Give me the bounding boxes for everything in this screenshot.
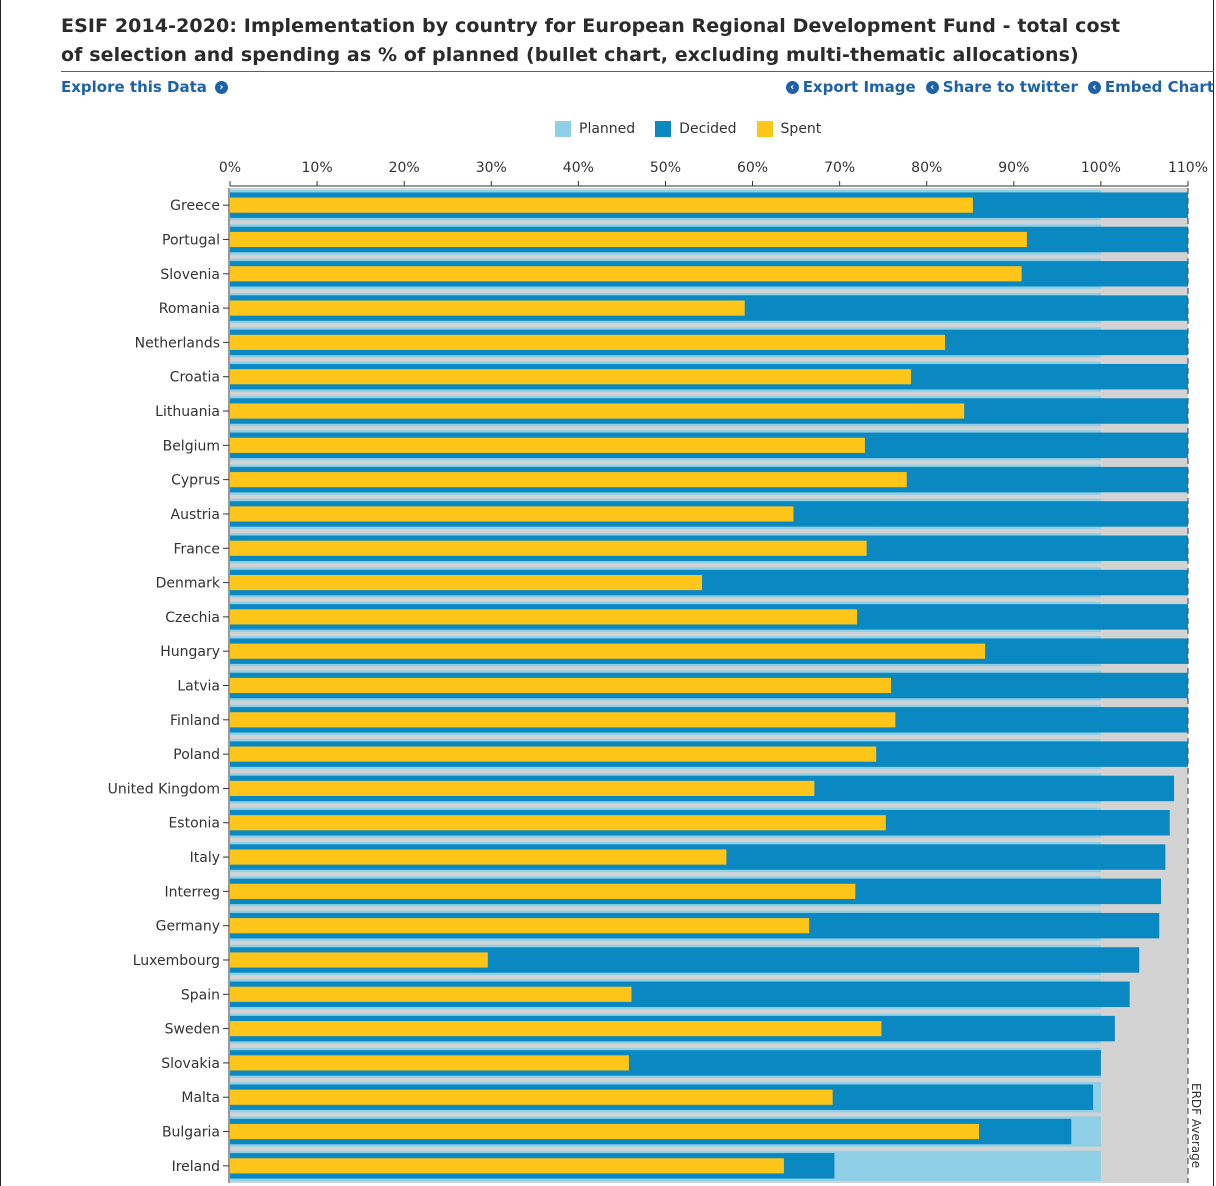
x-tick-label: 10% [302,160,333,176]
share-twitter-label: Share to twitter [942,78,1078,96]
chevron-right-circle-icon: › [214,80,228,94]
x-tick-label: 0% [219,160,241,176]
category-label: Slovenia [160,267,220,283]
bar-spent [230,334,946,350]
x-tick-label: 100% [1081,160,1121,176]
category-label: Bulgaria [162,1125,220,1141]
category-label: Greece [170,198,220,214]
bar-spent [230,780,815,797]
bar-spent [230,1089,833,1105]
bar-spent [230,986,632,1002]
x-tick-label: 30% [476,160,507,176]
legend-label-spent: Spent [780,121,822,137]
category-label: France [173,541,220,557]
bar-spent [230,574,703,591]
category-label: Malta [181,1090,220,1106]
bar-spent [230,540,867,556]
title-divider [61,71,1214,72]
legend-label-planned: Planned [579,121,636,137]
bar-spent [230,815,886,831]
bar-spent [230,403,965,419]
category-label: Netherlands [135,335,220,351]
x-tick-label: 40% [563,160,594,176]
category-label: Romania [159,301,220,317]
category-label: Belgium [163,438,220,454]
chevron-left-circle-icon: ‹ [1087,80,1101,94]
bar-spent [230,1021,882,1037]
bar-spent [230,918,810,934]
share-twitter-link[interactable]: ‹ Share to twitter [925,78,1078,96]
legend-swatch-decided [655,121,672,137]
bar-spent [230,952,488,968]
category-label: Poland [173,747,220,763]
x-tick-label: 20% [389,160,420,176]
category-label: Lithuania [155,404,220,420]
category-label: Portugal [162,232,220,248]
bar-spent [230,883,856,899]
bar-spent [230,677,892,694]
chart-actions: ‹ Export Image ‹ Share to twitter ‹ Embe… [785,78,1214,96]
category-label: Estonia [168,816,220,832]
category-label: Interreg [164,884,220,900]
bar-spent [230,1158,784,1174]
bar-spent [230,300,745,316]
category-label: Hungary [160,644,220,660]
category-label: Sweden [165,1022,220,1038]
bar-spent [230,437,865,453]
category-label: Spain [181,987,220,1003]
bar-spent [230,472,907,488]
category-label: United Kingdom [108,781,220,797]
category-label: Finland [170,713,220,729]
bar-spent [230,712,896,728]
bar-spent [230,369,912,385]
bar-spent [230,266,1022,282]
embed-chart-link[interactable]: ‹ Embed Chart [1087,78,1214,96]
chevron-left-circle-icon: ‹ [785,80,799,94]
bar-spent [230,609,858,625]
x-tick-label: 60% [737,160,768,176]
chart-legend: Planned Decided Spent [555,121,821,137]
x-tick-label: 110% [1168,160,1208,176]
category-label: Slovakia [161,1056,220,1072]
category-label: Croatia [170,370,220,386]
x-tick-label: 50% [650,160,681,176]
x-tick-label: 70% [824,160,855,176]
explore-data-label: Explore this Data [61,78,207,96]
legend-item-decided[interactable]: Decided [655,121,737,137]
export-image-link[interactable]: ‹ Export Image [785,78,916,96]
x-tick-label: 90% [998,160,1029,176]
embed-chart-label: Embed Chart [1104,78,1214,96]
category-label: Cyprus [171,473,220,489]
legend-swatch-spent [756,121,773,137]
export-image-label: Export Image [802,78,916,96]
bar-spent [230,231,1027,248]
bar-spent [230,1055,629,1071]
category-label: Germany [156,919,220,935]
chart-title: ESIF 2014-2020: Implementation by countr… [61,15,1121,66]
category-label: Latvia [177,679,220,695]
category-label: Czechia [165,610,220,626]
category-label: Denmark [156,576,221,592]
bar-spent [230,643,986,659]
bar-spent [230,506,794,522]
legend-item-spent[interactable]: Spent [756,121,822,137]
bar-spent [230,849,727,865]
x-tick-label: 80% [911,160,942,176]
explore-data-link[interactable]: Explore this Data › [61,78,228,96]
legend-swatch-planned [555,121,571,137]
bar-spent [230,1123,979,1140]
category-label: Luxembourg [133,953,220,969]
category-label: Austria [171,507,220,523]
legend-label-decided: Decided [679,121,737,137]
reference-line-label: ERDF Average [1189,1083,1203,1168]
legend-item-planned[interactable]: Planned [555,121,635,137]
category-label: Ireland [172,1159,220,1175]
bar-spent [230,746,877,762]
chevron-left-circle-icon: ‹ [925,80,939,94]
bar-spent [230,197,973,213]
category-label: Italy [190,850,220,866]
